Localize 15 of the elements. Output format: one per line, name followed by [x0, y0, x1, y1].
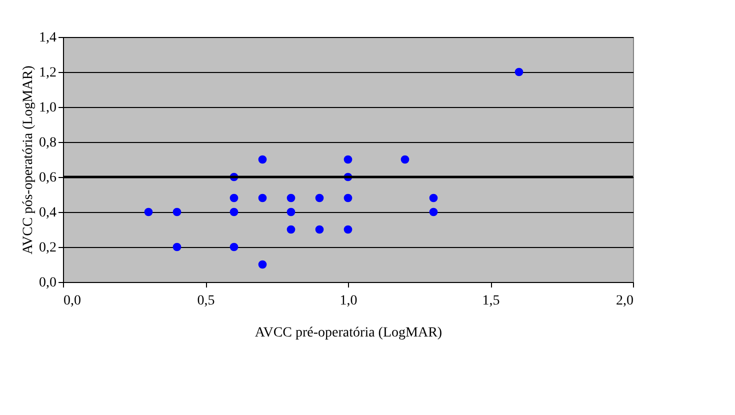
- y-tick-label: 0,2: [39, 240, 56, 256]
- x-axis-title: AVCC pré-operatória (LogMAR): [254, 326, 442, 340]
- x-tick-label: 1,0: [340, 294, 358, 308]
- y-tick-label: 0,4: [39, 206, 56, 220]
- x-tick-label: 2,0: [616, 294, 634, 308]
- x-tick-label: 0,0: [64, 294, 81, 308]
- y-tick-label: 0,0: [39, 276, 56, 290]
- y-axis-title: AVCC pós-operatória (LogMAR): [21, 65, 36, 254]
- y-tick-label: 0,8: [39, 136, 56, 150]
- y-tick-label: 1,2: [39, 66, 56, 80]
- y-tick-label: 1,4: [39, 30, 56, 46]
- y-tick-label: 1,0: [39, 100, 56, 116]
- x-tick-label: 1,5: [482, 294, 500, 308]
- x-tick-label: 0,5: [197, 294, 215, 308]
- y-tick-label: 0,6: [39, 170, 56, 186]
